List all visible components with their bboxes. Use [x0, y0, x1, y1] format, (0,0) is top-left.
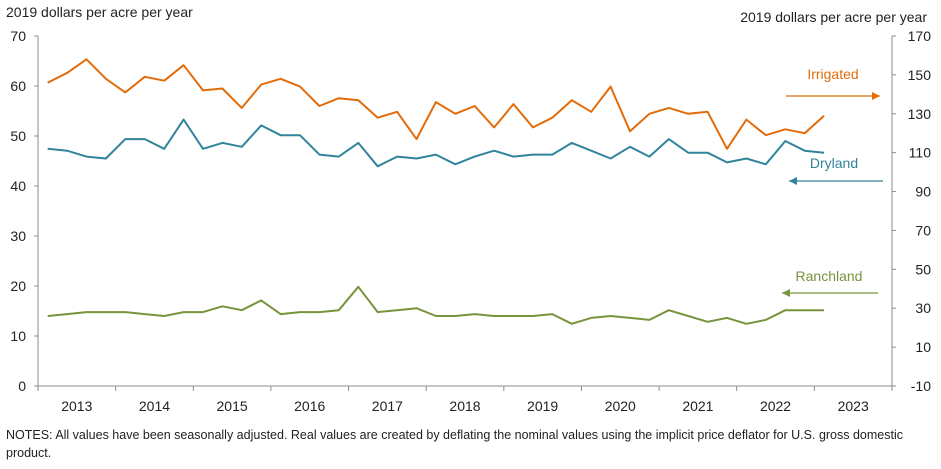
left-tick-label: 50	[10, 128, 26, 144]
series-annotations: Irrigated Dryland Ranchland	[782, 66, 883, 297]
x-tick-label: 2023	[838, 398, 869, 414]
ranchland-arrow-head	[782, 289, 790, 297]
x-tick-label: 2016	[294, 398, 325, 414]
notes-text: NOTES: All values have been seasonally a…	[6, 428, 903, 460]
right-tick-label: 150	[908, 67, 932, 83]
x-tick-label: 2015	[217, 398, 248, 414]
left-tick-label: 40	[10, 178, 26, 194]
right-tick-label: 30	[915, 300, 931, 316]
left-axis-title: 2019 dollars per acre per year	[6, 4, 193, 20]
left-tick-label: 60	[10, 78, 26, 94]
ranchland-line	[47, 285, 825, 325]
right-tick-label: -10	[911, 378, 931, 394]
x-tick-label: 2022	[760, 398, 791, 414]
right-tick-label: 10	[915, 339, 931, 355]
x-tick-label: 2021	[682, 398, 713, 414]
right-tick-label: 170	[908, 28, 932, 44]
right-tick-label: 130	[908, 106, 932, 122]
dryland-label: Dryland	[810, 155, 858, 171]
right-tick-label: 70	[915, 222, 931, 238]
right-axis-title: 2019 dollars per acre per year	[740, 9, 927, 25]
right-tick-label: 90	[915, 184, 931, 200]
dryland-line	[47, 118, 825, 168]
x-tick-label: 2020	[605, 398, 636, 414]
dryland-arrow-head	[789, 177, 797, 185]
x-tick-label: 2014	[139, 398, 170, 414]
x-tick-label: 2013	[61, 398, 92, 414]
right-tick-label: 50	[915, 261, 931, 277]
line-chart: 0 10 20 30 40 50 60 70 -10 10 30 50 70 90 110 130 150 170…	[10, 28, 931, 414]
irrigated-line	[47, 58, 825, 150]
irrigated-arrow-head	[872, 92, 880, 100]
x-tick-label: 2017	[372, 398, 403, 414]
left-tick-label: 70	[10, 28, 26, 44]
axes: 0 10 20 30 40 50 60 70 -10 10 30 50 70 90 110 130 150 170…	[10, 28, 931, 414]
x-tick-label: 2019	[527, 398, 558, 414]
x-tick-label: 2018	[449, 398, 480, 414]
left-tick-label: 0	[18, 378, 26, 394]
ranchland-label: Ranchland	[796, 268, 863, 284]
left-tick-label: 20	[10, 278, 26, 294]
left-tick-label: 30	[10, 228, 26, 244]
irrigated-label: Irrigated	[807, 66, 858, 82]
left-tick-label: 10	[10, 328, 26, 344]
right-tick-label: 110	[909, 145, 932, 161]
series-lines	[47, 58, 825, 325]
